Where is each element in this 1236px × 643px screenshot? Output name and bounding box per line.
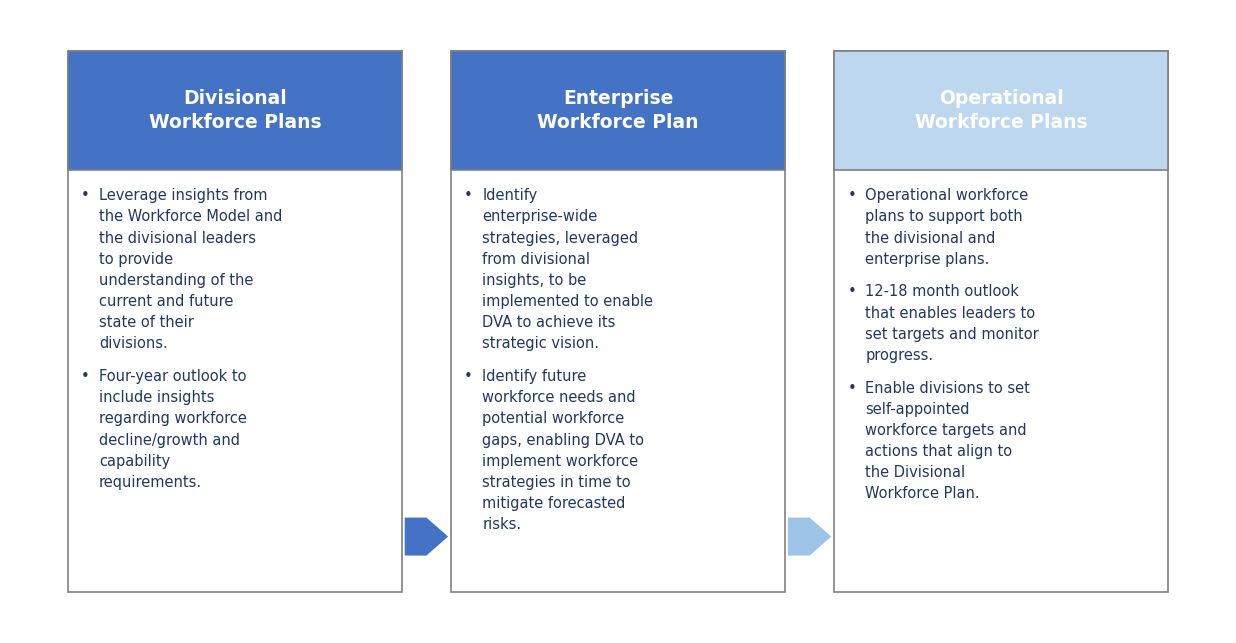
Text: insights, to be: insights, to be (482, 273, 586, 288)
Text: Enterprise
Workforce Plan: Enterprise Workforce Plan (538, 89, 698, 132)
Text: progress.: progress. (865, 348, 933, 363)
Text: requirements.: requirements. (99, 475, 203, 490)
Text: the divisional leaders: the divisional leaders (99, 231, 256, 246)
Text: workforce targets and: workforce targets and (865, 423, 1027, 438)
Text: the divisional and: the divisional and (865, 231, 996, 246)
Bar (834, 51, 1168, 170)
Text: from divisional: from divisional (482, 251, 590, 267)
Text: implement workforce: implement workforce (482, 454, 638, 469)
Text: Identify future: Identify future (482, 369, 586, 384)
Text: strategic vision.: strategic vision. (482, 336, 599, 351)
Text: to provide: to provide (99, 251, 173, 267)
Text: mitigate forecasted: mitigate forecasted (482, 496, 625, 511)
Text: risks.: risks. (482, 517, 522, 532)
Text: actions that align to: actions that align to (865, 444, 1012, 459)
Text: Operational
Workforce Plans: Operational Workforce Plans (915, 89, 1088, 132)
Text: •: • (465, 188, 473, 203)
Text: Operational workforce: Operational workforce (865, 188, 1028, 203)
Text: include insights: include insights (99, 390, 214, 405)
Text: strategies in time to: strategies in time to (482, 475, 630, 490)
Text: gaps, enabling DVA to: gaps, enabling DVA to (482, 433, 644, 448)
Text: Leverage insights from: Leverage insights from (99, 188, 267, 203)
Text: Identify: Identify (482, 188, 538, 203)
Text: workforce needs and: workforce needs and (482, 390, 635, 405)
Text: set targets and monitor: set targets and monitor (865, 327, 1039, 342)
Text: •: • (848, 284, 857, 300)
Text: strategies, leveraged: strategies, leveraged (482, 231, 638, 246)
Text: Four-year outlook to: Four-year outlook to (99, 369, 246, 384)
Text: current and future: current and future (99, 294, 234, 309)
Text: regarding workforce: regarding workforce (99, 412, 247, 426)
Bar (68, 51, 402, 170)
Bar (834, 51, 1168, 170)
Text: •: • (465, 369, 473, 384)
Text: divisions.: divisions. (99, 336, 168, 351)
Text: implemented to enable: implemented to enable (482, 294, 653, 309)
Bar (451, 51, 785, 592)
Text: •: • (82, 369, 90, 384)
Bar (451, 51, 785, 170)
Text: the Divisional: the Divisional (865, 466, 965, 480)
Text: Enable divisions to set: Enable divisions to set (865, 381, 1030, 395)
Text: capability: capability (99, 454, 171, 469)
Text: that enables leaders to: that enables leaders to (865, 305, 1036, 321)
Text: potential workforce: potential workforce (482, 412, 624, 426)
Text: Divisional
Workforce Plans: Divisional Workforce Plans (148, 89, 321, 132)
Text: state of their: state of their (99, 315, 194, 330)
Bar (68, 51, 402, 592)
Bar (451, 51, 785, 170)
Text: understanding of the: understanding of the (99, 273, 253, 288)
Text: enterprise plans.: enterprise plans. (865, 251, 990, 267)
Text: •: • (82, 188, 90, 203)
Text: •: • (848, 381, 857, 395)
Text: plans to support both: plans to support both (865, 210, 1023, 224)
Text: •: • (848, 188, 857, 203)
Bar (834, 51, 1168, 592)
Text: Workforce Plan.: Workforce Plan. (865, 486, 980, 502)
Text: decline/growth and: decline/growth and (99, 433, 240, 448)
Text: enterprise-wide: enterprise-wide (482, 210, 597, 224)
Text: DVA to achieve its: DVA to achieve its (482, 315, 616, 330)
Text: self-appointed: self-appointed (865, 402, 970, 417)
Bar (68, 51, 402, 170)
Polygon shape (404, 518, 449, 556)
Polygon shape (787, 518, 832, 556)
Text: the Workforce Model and: the Workforce Model and (99, 210, 282, 224)
Text: 12-18 month outlook: 12-18 month outlook (865, 284, 1020, 300)
